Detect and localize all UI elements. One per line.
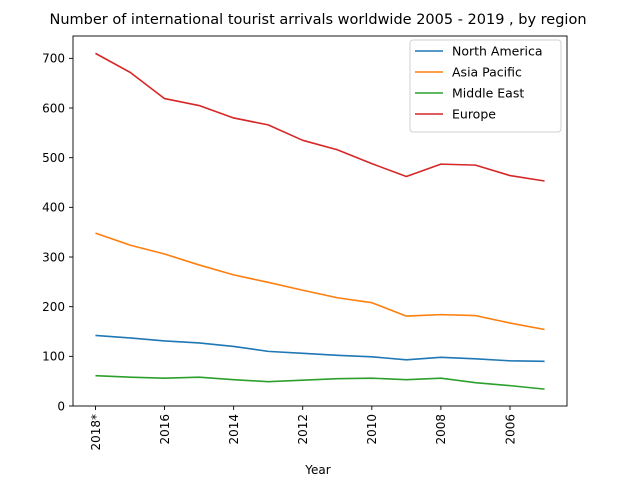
y-tick-label: 100 [42, 350, 65, 364]
legend-label-europe: Europe [452, 107, 496, 122]
x-axis-label: Year [304, 463, 330, 477]
y-tick-label: 700 [42, 52, 65, 66]
x-tick-label: 2012 [296, 414, 310, 445]
x-tick-label: 2014 [227, 414, 241, 445]
y-tick-label: 200 [42, 300, 65, 314]
legend-label-north-america: North America [452, 44, 543, 59]
x-tick-label: 2018* [89, 414, 103, 451]
legend-box [409, 39, 562, 133]
x-tick-label: 2008 [434, 414, 448, 445]
y-tick-label: 300 [42, 250, 65, 264]
series-line-europe [95, 52, 545, 182]
plot-area: 0 100 200 300 400 500 600 700 2018* 2016 2014 2012 2… [42, 35, 568, 451]
y-tick-label: 0 [57, 399, 65, 413]
series-line-middle-east [95, 374, 545, 390]
y-tick-label: 500 [42, 151, 65, 165]
plot-frame [72, 35, 568, 407]
y-tick-label: 400 [42, 201, 65, 215]
legend-label-asia-pacific: Asia Pacific [452, 65, 522, 80]
x-tick-label: 2010 [365, 414, 379, 445]
x-tick-label: 2006 [503, 414, 517, 445]
series-line-north-america [95, 334, 545, 363]
x-tick-label: 2016 [158, 414, 172, 445]
series-line-asia-pacific [95, 232, 545, 331]
chart-title: Number of international tourist arrivals… [49, 12, 586, 28]
y-tick-label: 600 [42, 101, 65, 115]
legend-label-middle-east: Middle East [452, 86, 524, 101]
